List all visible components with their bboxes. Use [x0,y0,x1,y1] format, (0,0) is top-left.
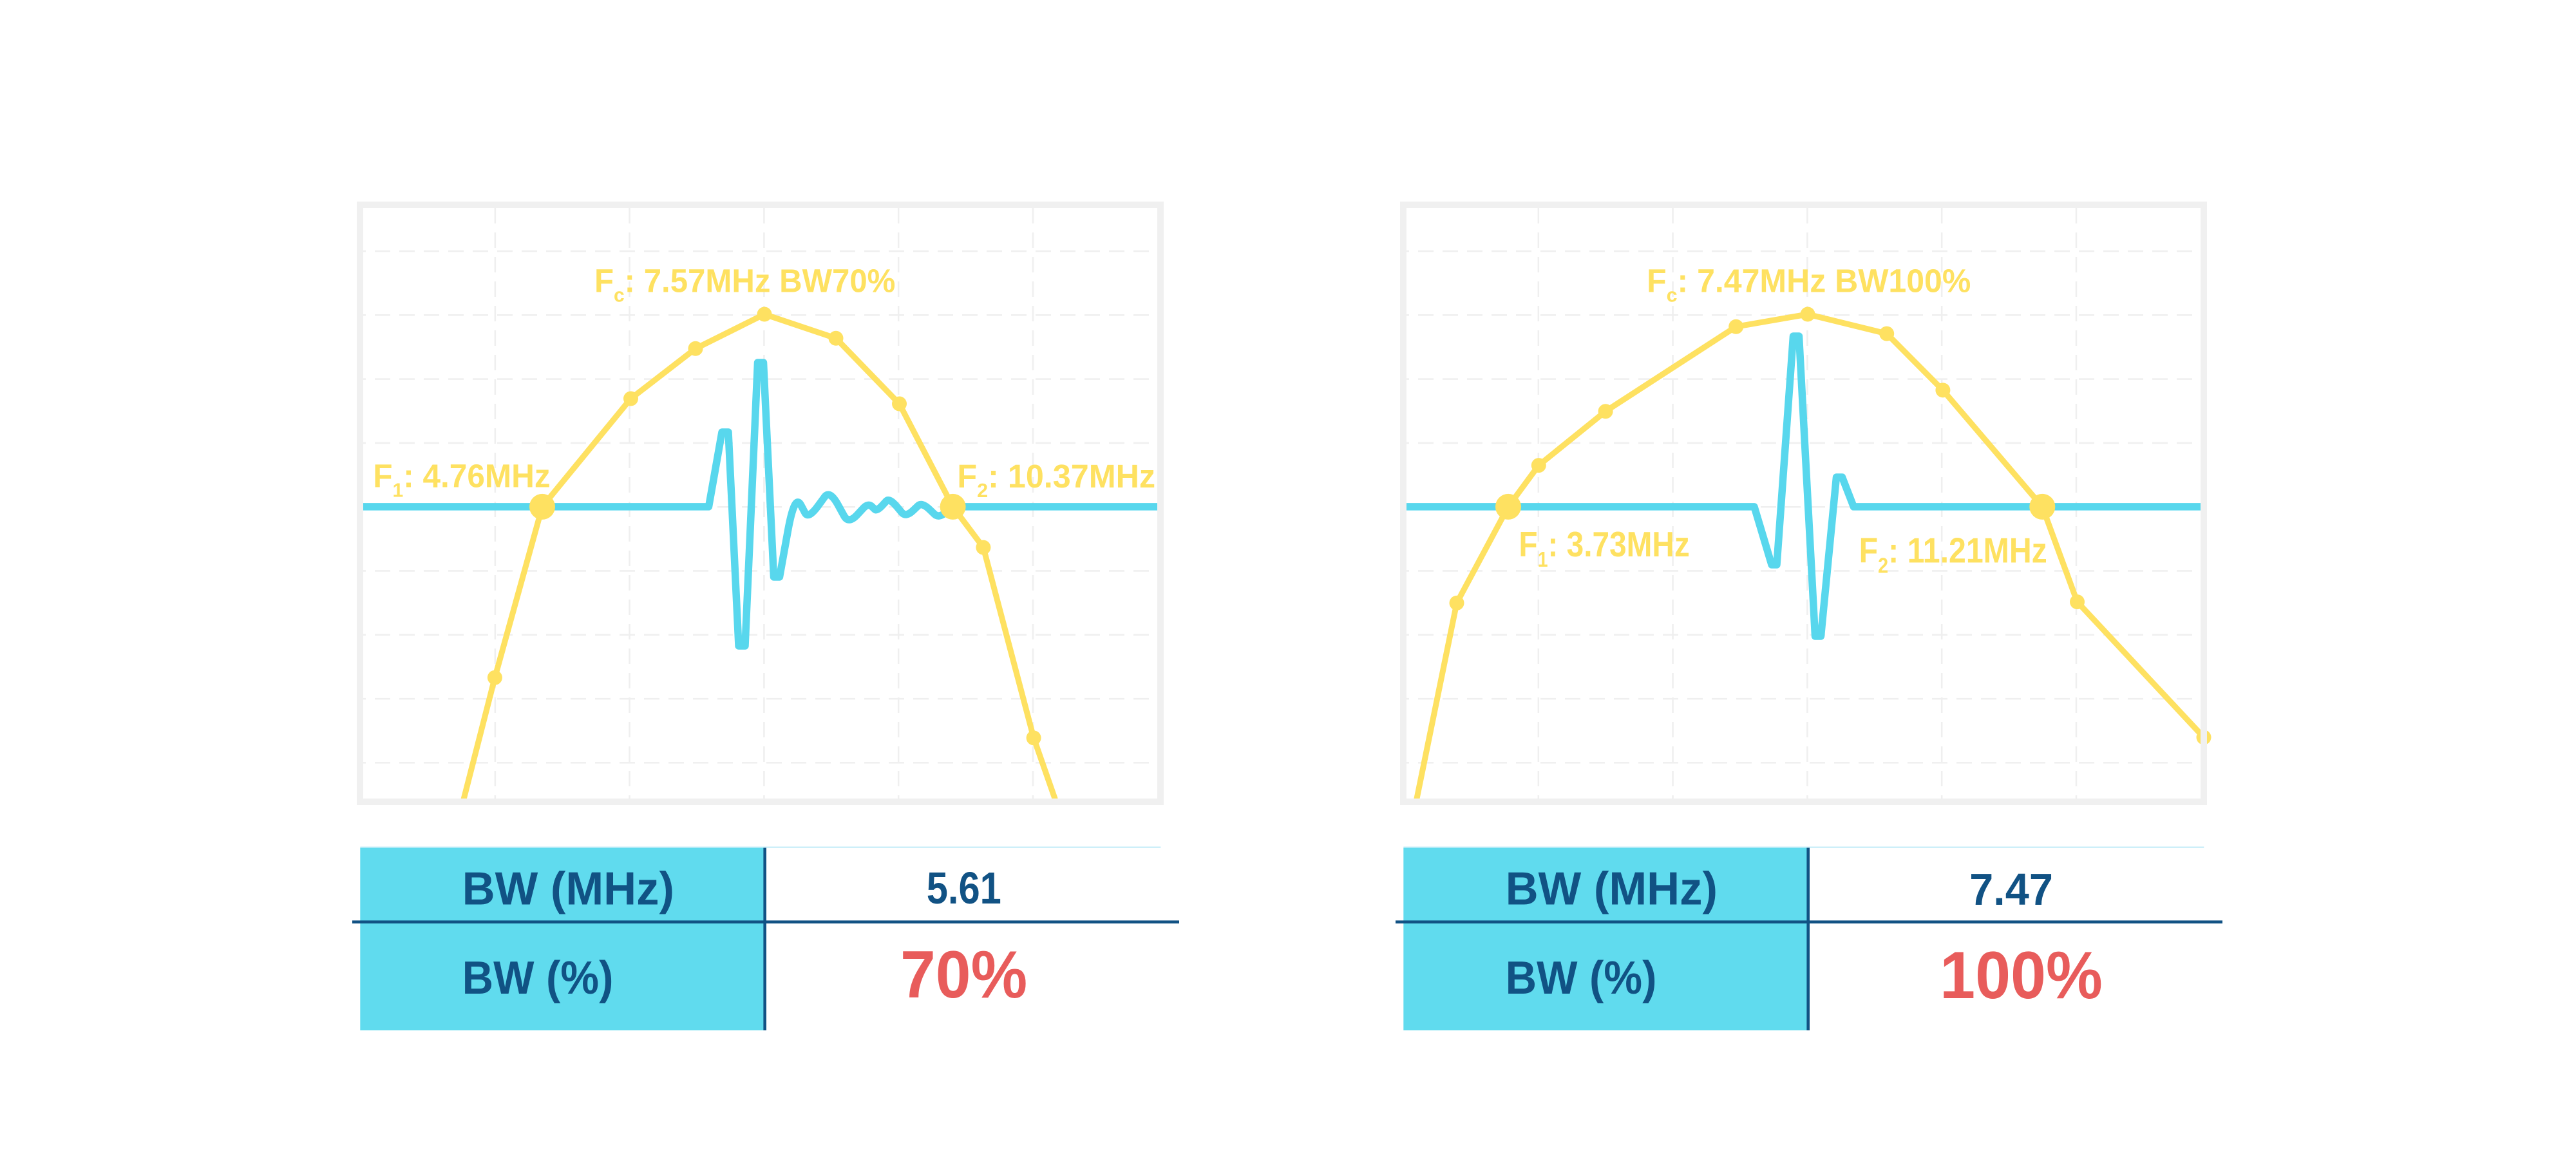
svg-text:Fc: 7.47MHz BW100%: Fc: 7.47MHz BW100% [1647,262,1971,307]
svg-text:BW (%): BW (%) [1506,952,1657,1004]
svg-text:Fc: 7.57MHz BW70%: Fc: 7.57MHz BW70% [594,263,895,307]
svg-text:5.61: 5.61 [927,862,1001,913]
svg-text:100%: 100% [1940,938,2103,1013]
svg-text:BW (%): BW (%) [462,952,614,1004]
svg-text:7.47: 7.47 [1969,865,2053,915]
svg-text:F2: 11.21MHz: F2: 11.21MHz [1859,530,2047,577]
svg-text:BW (MHz): BW (MHz) [1506,863,1718,915]
svg-text:70%: 70% [900,938,1027,1012]
svg-text:F2: 10.37MHz: F2: 10.37MHz [957,458,1155,502]
svg-text:BW (MHz): BW (MHz) [462,863,674,915]
